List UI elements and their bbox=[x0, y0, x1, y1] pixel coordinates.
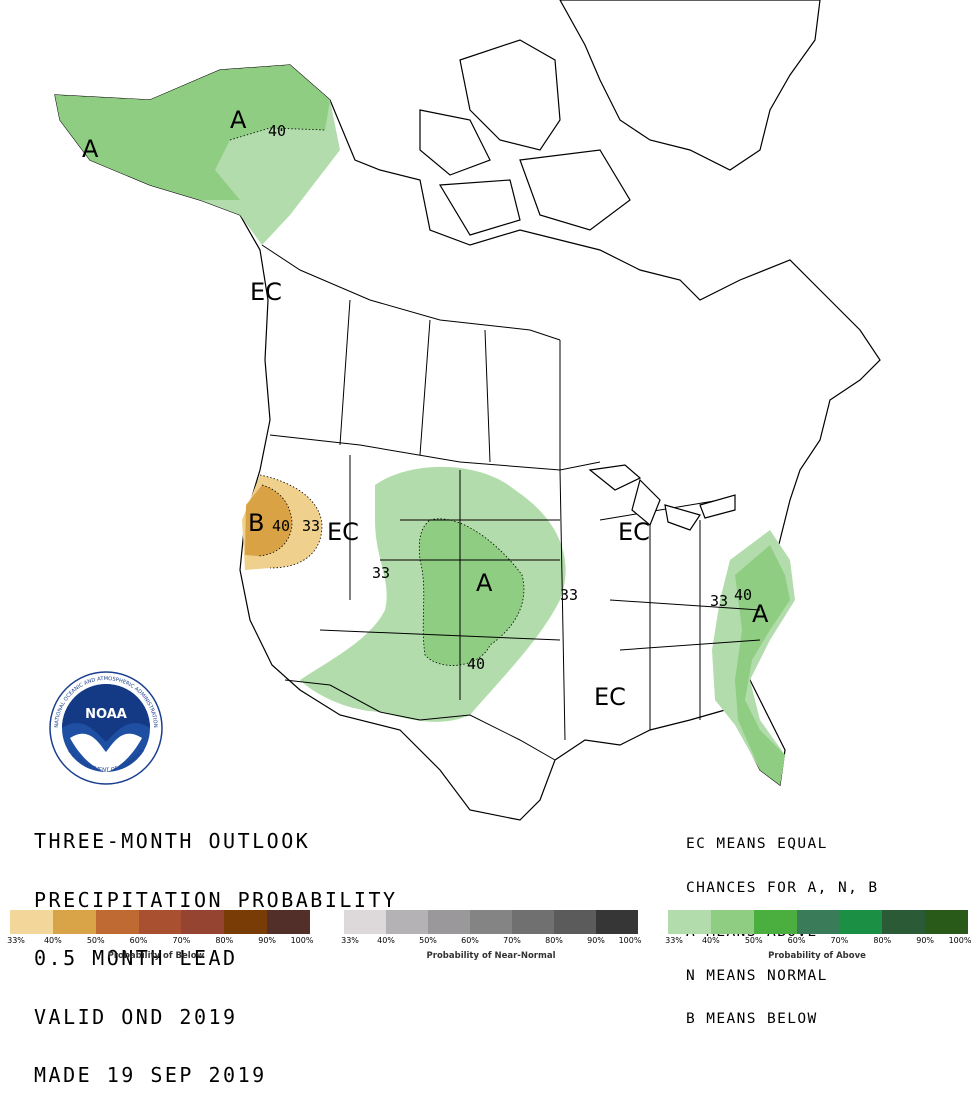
legend-above-bar bbox=[668, 910, 968, 934]
legend-swatch-above-5 bbox=[839, 910, 883, 934]
plains-a: A bbox=[476, 569, 493, 597]
legend-swatch-below-2 bbox=[52, 910, 96, 934]
pacific-nw-ec: EC bbox=[250, 278, 282, 306]
us-mexico-border bbox=[284, 679, 556, 761]
plains-contour-33-label: 33 bbox=[560, 586, 578, 604]
legend-tick-above-3: 50% bbox=[744, 936, 763, 945]
legend-below-caption: Probability of Below bbox=[107, 951, 205, 961]
legend-swatch-below-3 bbox=[95, 910, 139, 934]
title-line-3: 0.5 MONTH LEAD bbox=[34, 946, 238, 970]
oregon-contour-40 bbox=[257, 484, 293, 557]
legend-swatch-above-6 bbox=[882, 910, 926, 934]
legend-tick-normal-1: 33% bbox=[341, 936, 359, 945]
legend-swatch-normal-5 bbox=[512, 910, 554, 934]
legend-near-normal-ticks: 33% 40% 50% 60% 70% 80% 90% 100% bbox=[341, 936, 641, 948]
legend-swatch-below-7 bbox=[267, 910, 310, 934]
legend-tick-below-6: 80% bbox=[215, 936, 234, 945]
noaa-logo-text: NOAA bbox=[85, 707, 127, 722]
east-coast-contour-33-label: 33 bbox=[710, 592, 728, 610]
title-line-2: PRECIPITATION PROBABILITY bbox=[34, 887, 398, 912]
plains-contour-40-label: 40 bbox=[467, 655, 485, 673]
oregon-b: B bbox=[248, 509, 264, 537]
legend-tick-above-5: 70% bbox=[830, 936, 849, 945]
legend-swatch-normal-7 bbox=[596, 910, 638, 934]
legend-swatch-above-7 bbox=[925, 910, 968, 934]
legend-tick-below-4: 60% bbox=[129, 936, 148, 945]
legend-swatch-above-4 bbox=[796, 910, 840, 934]
plains-above-40 bbox=[419, 518, 524, 666]
east-coast-above-40 bbox=[735, 545, 790, 785]
greenland-landmass bbox=[559, 0, 821, 171]
legend-tick-above-8: 100% bbox=[948, 936, 972, 945]
legend-near-normal-bar bbox=[344, 910, 638, 934]
legend-tick-normal-4: 60% bbox=[461, 936, 479, 945]
legend-below-bar bbox=[10, 910, 310, 934]
legend-tick-above-4: 60% bbox=[787, 936, 806, 945]
us-canada-border bbox=[261, 244, 601, 471]
legend-below-ticks: 33% 40% 50% 60% 70% 80% 90% 100% bbox=[7, 936, 313, 948]
legend-swatch-normal-3 bbox=[428, 910, 470, 934]
legend-swatch-above-2 bbox=[710, 910, 754, 934]
legend-swatch-below-1 bbox=[10, 910, 53, 934]
province-state-lines bbox=[319, 299, 761, 741]
legend-above-caption: Probability of Above bbox=[768, 951, 866, 961]
legend-swatch-below-4 bbox=[138, 910, 182, 934]
legend-swatch-below-5 bbox=[181, 910, 225, 934]
legend-tick-above-6: 80% bbox=[873, 936, 892, 945]
legend-tick-below-2: 40% bbox=[43, 936, 62, 945]
east-coast-contour-40-label: 40 bbox=[734, 586, 752, 604]
oregon-contour-33-label: 33 bbox=[302, 517, 320, 535]
legend-tick-normal-8: 100% bbox=[618, 936, 642, 945]
legend-tick-above-7: 90% bbox=[916, 936, 935, 945]
legend-tick-normal-5: 70% bbox=[503, 936, 521, 945]
precipitation-outlook-map: A A 40 EC B 40 33 EC 33 A 33 40 EC EC A … bbox=[49, 0, 881, 821]
oregon-contour-33 bbox=[259, 474, 323, 569]
key-line-4: N MEANS NORMAL bbox=[686, 967, 828, 984]
legend-tick-normal-7: 90% bbox=[587, 936, 605, 945]
alaska-a-west: A bbox=[82, 135, 99, 163]
outlook-title-block: THREE-MONTH OUTLOOK PRECIPITATION PROBAB… bbox=[34, 793, 398, 1105]
title-line-5: MADE 19 SEP 2019 bbox=[34, 1063, 267, 1087]
alaska-contour-40 bbox=[229, 127, 326, 141]
legend-above-ticks: 33% 40% 50% 60% 70% 80% 90% 100% bbox=[665, 936, 971, 948]
alaska-contour-label: 40 bbox=[268, 122, 286, 140]
legend-tick-normal-3: 50% bbox=[419, 936, 437, 945]
oregon-contour-40-label: 40 bbox=[272, 517, 290, 535]
legend-swatch-below-6 bbox=[224, 910, 268, 934]
legend-swatch-normal-6 bbox=[554, 910, 596, 934]
legend-tick-below-1: 33% bbox=[7, 936, 25, 945]
rockies-contour-33-label: 33 bbox=[372, 564, 390, 582]
great-lakes-ec: EC bbox=[618, 518, 650, 546]
legend-tick-above-1: 33% bbox=[665, 936, 683, 945]
legend-tick-below-3: 50% bbox=[86, 936, 105, 945]
title-line-1: THREE-MONTH OUTLOOK bbox=[34, 829, 311, 853]
legend-swatch-normal-2 bbox=[386, 910, 428, 934]
oregon-below-40 bbox=[245, 485, 292, 556]
legend-near-normal-caption: Probability of Near-Normal bbox=[426, 951, 556, 961]
legend-tick-normal-2: 40% bbox=[377, 936, 395, 945]
legend-tick-above-2: 40% bbox=[701, 936, 720, 945]
key-line-5: B MEANS BELOW bbox=[686, 1011, 818, 1028]
alaska-above-40 bbox=[55, 65, 330, 200]
west-ec: EC bbox=[327, 518, 359, 546]
title-line-4: VALID OND 2019 bbox=[34, 1004, 238, 1029]
legend-swatch-normal-1 bbox=[344, 910, 386, 934]
south-ec: EC bbox=[594, 683, 626, 711]
legend-tick-below-8: 100% bbox=[290, 936, 314, 945]
legend-swatch-above-3 bbox=[753, 910, 797, 934]
great-lakes bbox=[588, 464, 736, 531]
legend-swatch-above-1 bbox=[668, 910, 711, 934]
legend-tick-below-7: 90% bbox=[258, 936, 277, 945]
key-line-2: CHANCES FOR A, N, B bbox=[686, 879, 879, 896]
legend-tick-below-5: 70% bbox=[172, 936, 191, 945]
key-line-1: EC MEANS EQUAL bbox=[686, 836, 828, 853]
east-coast-a: A bbox=[752, 600, 769, 628]
arctic-islands bbox=[419, 39, 631, 236]
legend-tick-normal-6: 80% bbox=[545, 936, 563, 945]
alaska-a-main: A bbox=[230, 106, 247, 134]
legend-swatch-normal-4 bbox=[470, 910, 512, 934]
noaa-logo: NOAA NATIONAL OCEANIC AND ATMOSPHERIC AD… bbox=[49, 671, 163, 785]
